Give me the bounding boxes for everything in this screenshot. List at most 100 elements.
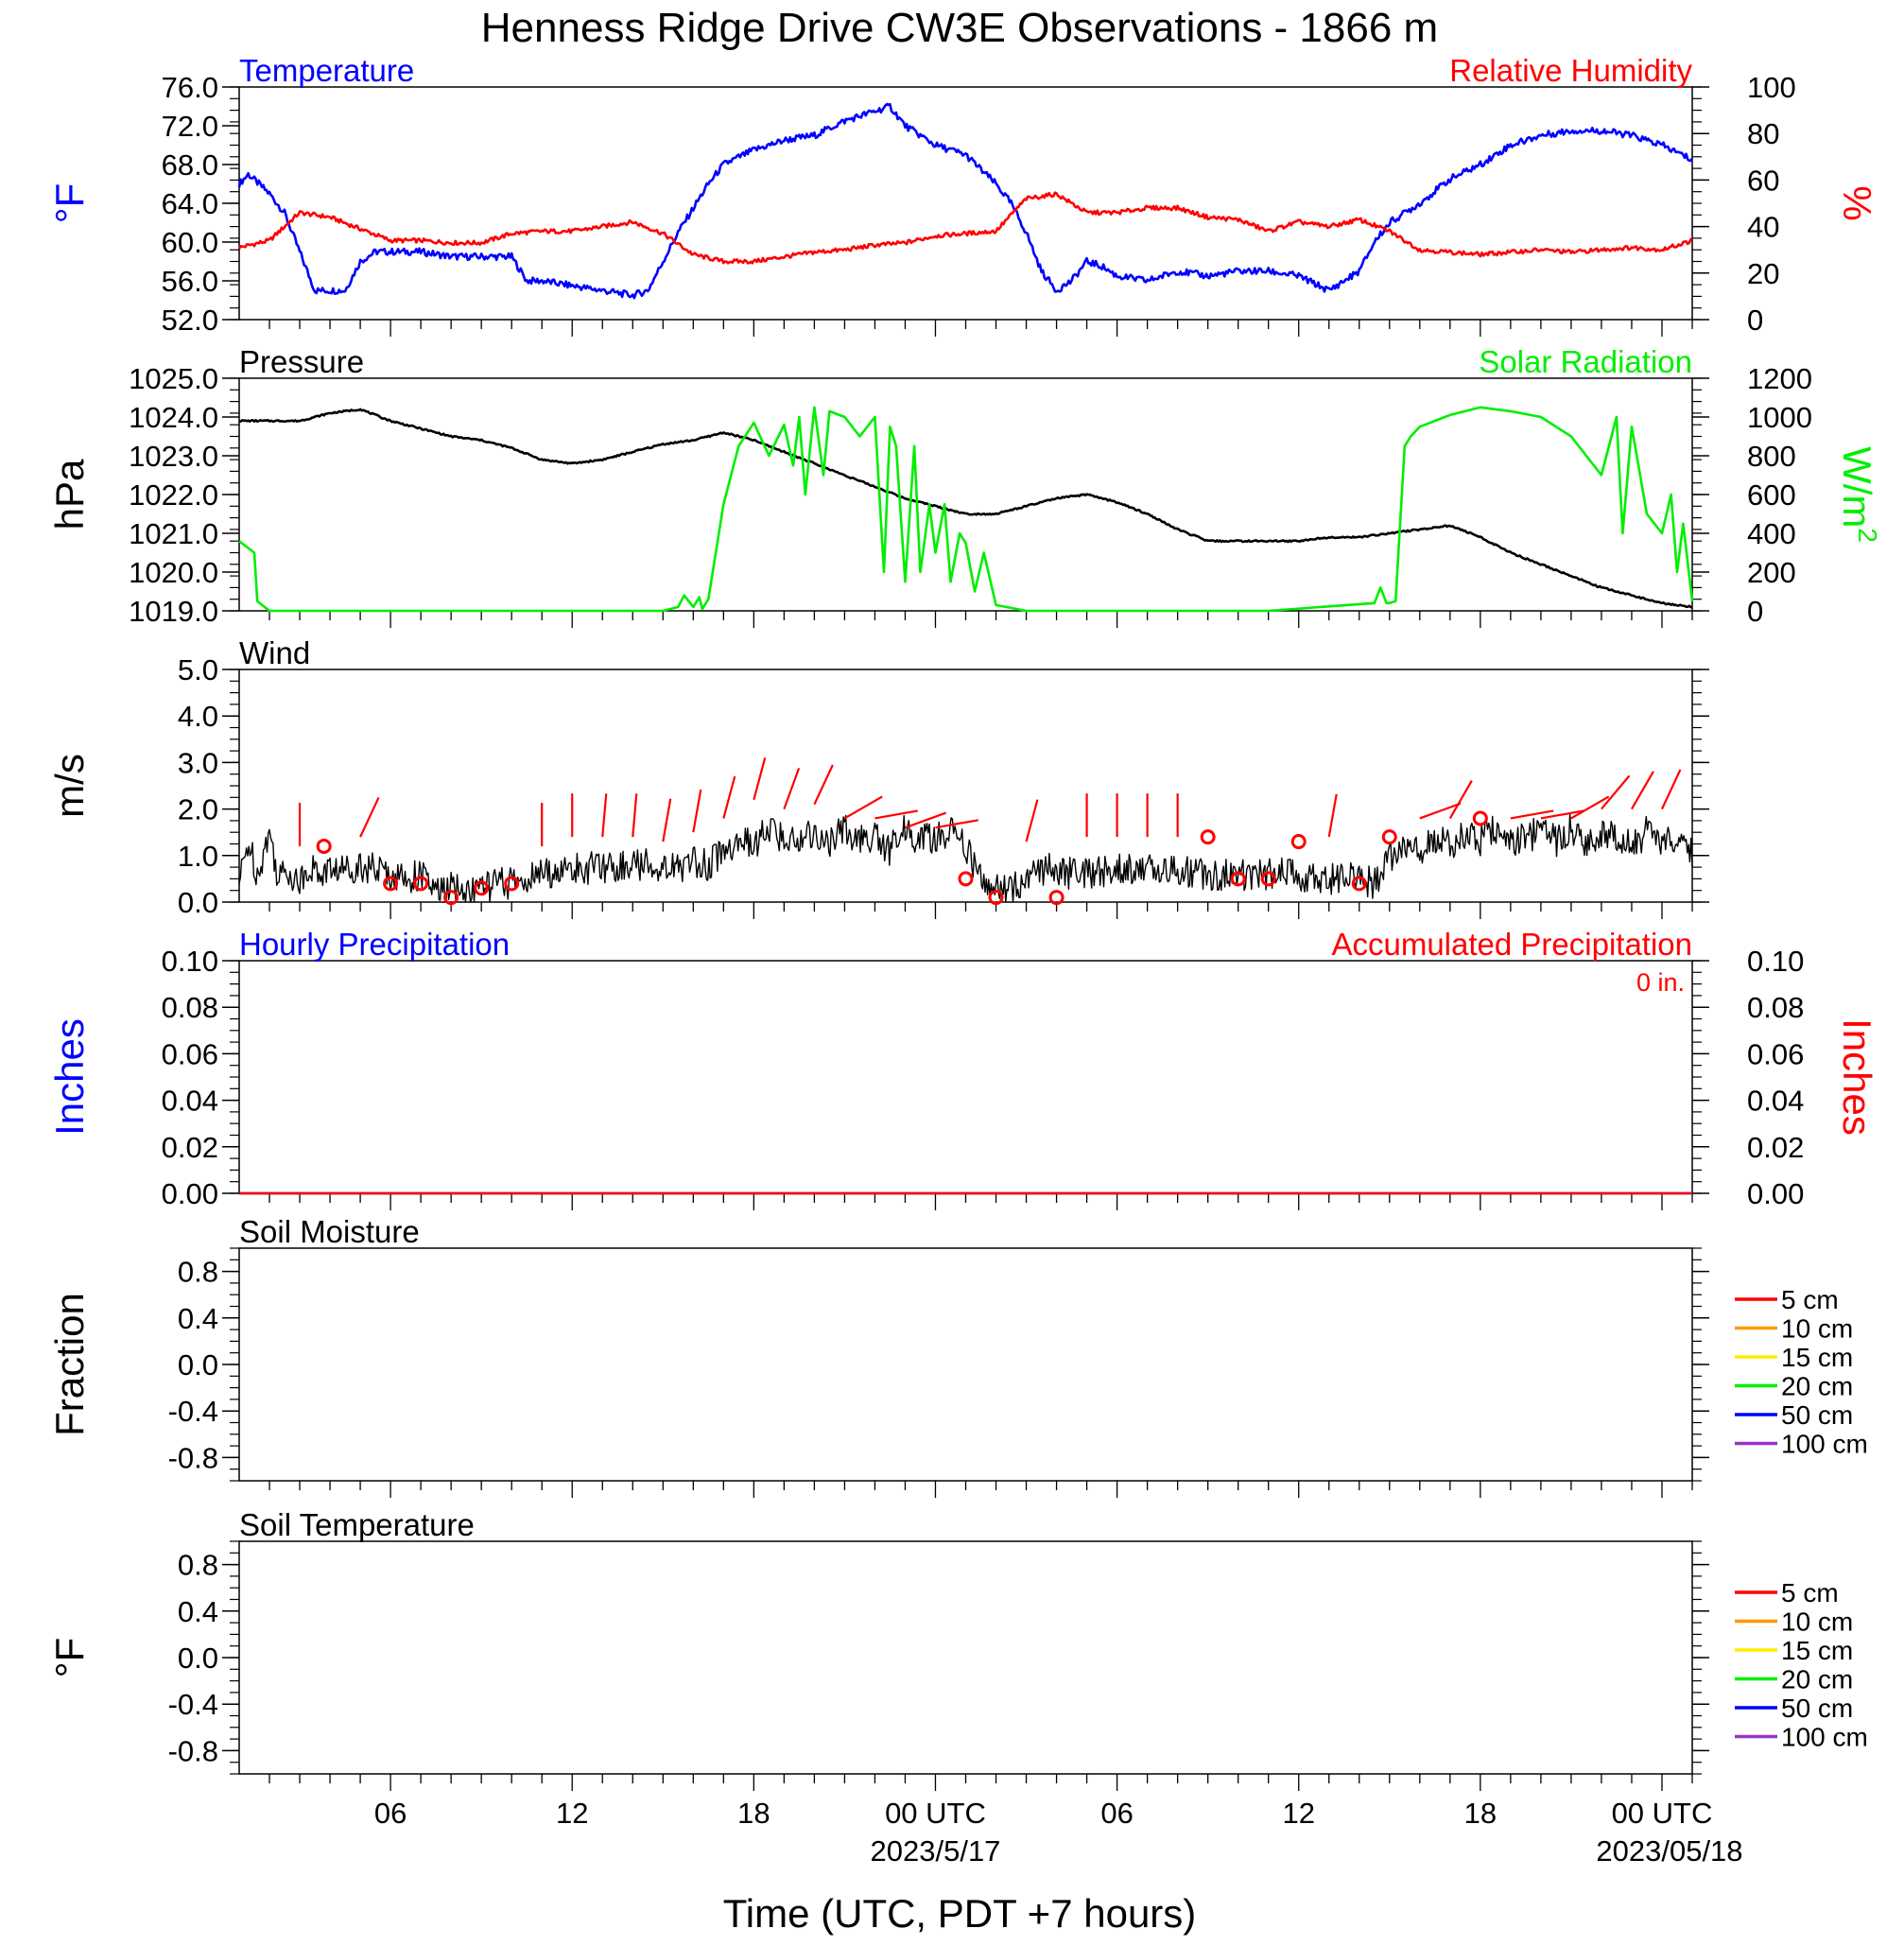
wind-barb <box>692 789 702 833</box>
legend-label: 5 cm <box>1781 1285 1839 1314</box>
x-tick-label: 00 UTC <box>885 1797 986 1830</box>
y-tick-label-left: -0.8 <box>168 1734 218 1767</box>
wind-calm-marker <box>1230 871 1246 887</box>
y-tick-label-right: 1200 <box>1747 362 1812 395</box>
wind-calm-marker <box>316 838 332 854</box>
y-tick-label-left: 2.0 <box>178 793 218 826</box>
legend-label: 100 cm <box>1781 1430 1868 1459</box>
wind-calm-marker <box>443 890 459 906</box>
panel-title-left: Pressure <box>239 344 364 379</box>
x-tick-label: 06 <box>1100 1797 1133 1830</box>
x-tick-label: 18 <box>1464 1797 1497 1830</box>
legend-label: 50 cm <box>1781 1694 1853 1723</box>
y-tick-label-left: 0.0 <box>178 1642 218 1675</box>
y-tick-label-left: 56.0 <box>162 265 218 298</box>
legend-label: 50 cm <box>1781 1400 1853 1430</box>
panel-title-right: Accumulated Precipitation <box>1331 927 1692 962</box>
y-tick-label-left: 72.0 <box>162 110 218 143</box>
y-tick-label-right: 0.02 <box>1747 1131 1804 1164</box>
y-tick-label-right: 20 <box>1747 257 1779 290</box>
wind-barb <box>662 798 672 843</box>
y-tick-label-right: 200 <box>1747 556 1796 589</box>
panel-frame <box>238 960 1693 1194</box>
panel-soil-moisture: 0.8 0.4 0.0 -0.4 -0.8 Soil Moisture Fraction 5 … <box>47 1214 1868 1498</box>
y-tick-label-left: 0.06 <box>162 1037 218 1070</box>
panel-title-left: Wind <box>239 635 310 670</box>
y-tick-label-right: 60 <box>1747 164 1779 197</box>
panel-frame <box>238 669 1693 903</box>
wind-calm-marker <box>1200 829 1216 845</box>
date-label: 2023/05/18 <box>1596 1834 1742 1868</box>
legend-label: 10 cm <box>1781 1607 1853 1637</box>
legend-label: 15 cm <box>1781 1343 1853 1372</box>
y-tick-label-left: 76.0 <box>162 71 218 104</box>
legend-label: 10 cm <box>1781 1314 1853 1344</box>
panel-wind: 5.0 4.0 3.0 2.0 1.0 0.0 Wind m/s <box>47 635 1709 919</box>
y-axis-label-left: °F <box>47 1638 92 1677</box>
panel-precipitation: 0.10 0.08 0.06 0.04 0.02 0.00 0.10 0.08 0.06 0.04… <box>47 927 1879 1210</box>
wind-barb <box>1540 809 1584 820</box>
y-axis-label-left: Fraction <box>47 1293 92 1436</box>
y-tick-label-left: 1024.0 <box>129 401 218 434</box>
y-tick-label-left: 1022.0 <box>129 478 218 512</box>
series-wind <box>238 813 1693 903</box>
wind-calm-marker <box>1290 834 1307 850</box>
y-tick-label-left: 0.10 <box>162 945 218 978</box>
y-tick-label-right: 0.08 <box>1747 991 1804 1024</box>
y-tick-label-right: 800 <box>1747 440 1796 473</box>
wind-calm-marker <box>988 890 1004 906</box>
wind-barb <box>1570 795 1610 820</box>
series-relative-humidity <box>237 191 1693 265</box>
y-axis-label-right: % <box>1835 185 1879 220</box>
wind-calm-marker <box>413 876 429 892</box>
legend-label: 100 cm <box>1781 1723 1868 1752</box>
y-tick-label-left: -0.4 <box>168 1688 218 1721</box>
y-tick-label-left: -0.4 <box>168 1395 218 1428</box>
y-tick-label-left: 0.0 <box>178 1348 218 1381</box>
y-tick-label-left: 1021.0 <box>129 517 218 550</box>
y-tick-label-left: 0.08 <box>162 991 218 1024</box>
panel-title-left: Soil Temperature <box>239 1507 475 1542</box>
wind-barb <box>753 757 767 801</box>
wind-barb <box>722 775 736 819</box>
y-tick-label-left: 52.0 <box>162 304 218 337</box>
y-axis-label-right: Inches <box>1835 1018 1879 1136</box>
y-tick-label-left: 1023.0 <box>129 440 218 473</box>
y-tick-label-left: -0.8 <box>168 1441 218 1474</box>
legend-label: 5 cm <box>1781 1578 1839 1607</box>
series-pressure <box>239 408 1693 609</box>
y-tick-label-left: 1020.0 <box>129 556 218 589</box>
wind-barb <box>632 793 638 838</box>
wind-calm-marker <box>474 880 490 896</box>
y-tick-label-left: 0.4 <box>178 1595 218 1628</box>
legend-label: 15 cm <box>1781 1636 1853 1665</box>
y-tick-label-left: 0.8 <box>178 1256 218 1289</box>
wind-barb <box>601 793 608 838</box>
y-tick-label-left: 1025.0 <box>129 362 218 395</box>
wind-barb <box>935 819 978 829</box>
y-tick-label-left: 60.0 <box>162 226 218 259</box>
y-tick-label-left: 4.0 <box>178 700 218 733</box>
y-tick-label-right: 400 <box>1747 517 1796 550</box>
legend-label: 20 cm <box>1781 1372 1853 1401</box>
wind-barb <box>1419 802 1462 820</box>
date-label: 2023/5/17 <box>871 1834 1001 1868</box>
wind-barb <box>843 795 883 820</box>
panel-title-right: Relative Humidity <box>1449 53 1692 88</box>
series-solar-radiation <box>238 406 1694 613</box>
wind-barb <box>1448 780 1473 819</box>
y-tick-label-left: 0.0 <box>178 886 218 919</box>
y-tick-label-right: 0.10 <box>1747 945 1804 978</box>
wind-barb <box>1510 809 1554 820</box>
y-tick-label-left: 0.00 <box>162 1177 218 1210</box>
y-tick-label-right: 80 <box>1747 117 1779 150</box>
y-tick-label-left: 0.04 <box>162 1085 218 1118</box>
wind-barb <box>783 767 801 809</box>
wind-calm-marker <box>504 876 520 892</box>
x-axis-label: Time (UTC, PDT +7 hours) <box>723 1891 1197 1936</box>
y-tick-label-left: 0.4 <box>178 1302 218 1335</box>
series-temperature <box>237 102 1694 300</box>
wind-calm-marker <box>383 876 399 892</box>
y-axis-label-left: m/s <box>47 754 92 818</box>
